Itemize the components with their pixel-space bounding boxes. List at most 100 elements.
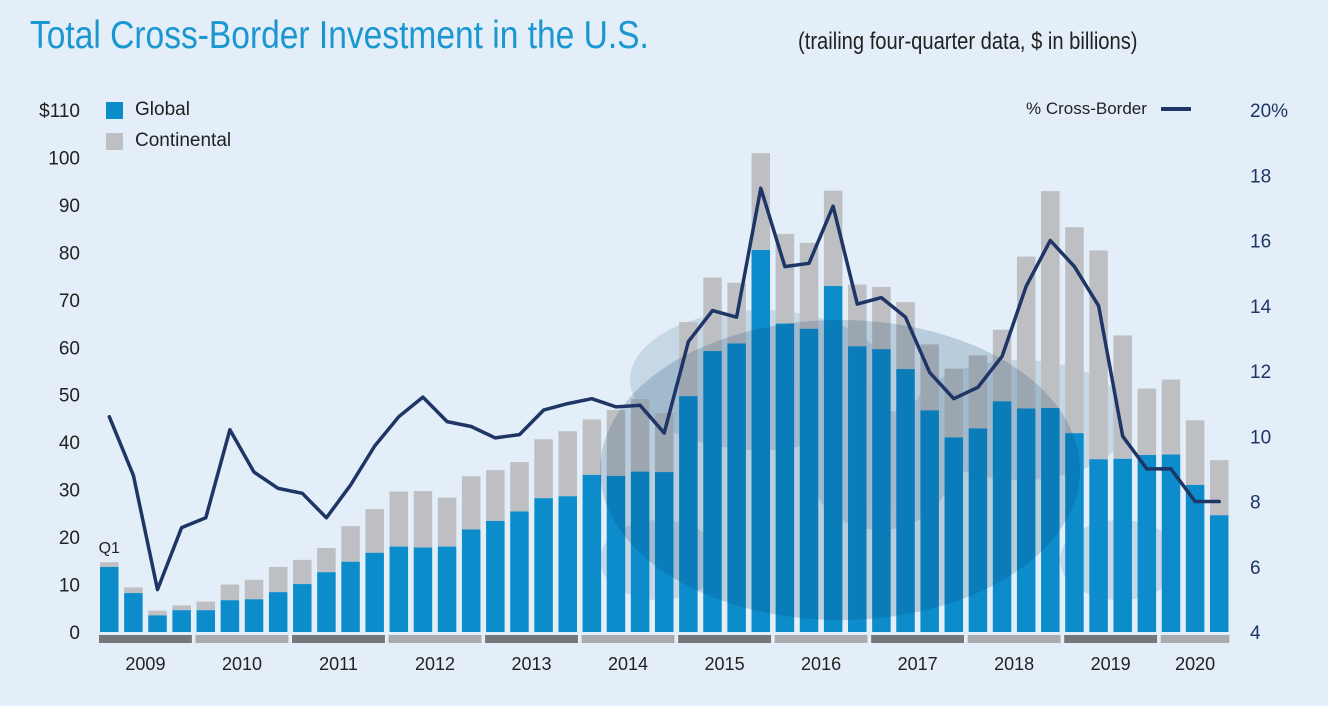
bar-continental	[413, 491, 433, 548]
legend-cross-border-line	[1160, 107, 1191, 111]
bar-global	[630, 471, 650, 632]
bar-global	[582, 474, 602, 632]
year-label: 2010	[222, 654, 262, 674]
bar-global	[727, 343, 746, 632]
year-label: 2019	[1091, 654, 1131, 674]
bar-continental	[751, 153, 771, 250]
bar-global	[1185, 484, 1205, 632]
bar-global	[944, 437, 964, 632]
cross-border-line	[107, 186, 1221, 592]
bar-global	[558, 496, 577, 632]
bar-global	[799, 328, 819, 632]
chart-title: Total Cross-Border Investment in the U.S…	[30, 14, 649, 57]
bar-global	[244, 599, 264, 632]
first-quarter-label: Q1	[99, 540, 120, 557]
bar-global	[703, 351, 722, 632]
bar-global	[896, 369, 915, 632]
left-axis-tick-label: 100	[48, 148, 80, 169]
bar-continental	[896, 302, 915, 370]
right-axis-tick-label: 16	[1250, 232, 1271, 253]
year-band	[195, 635, 289, 643]
bar-continental	[244, 579, 264, 600]
bar-continental	[389, 491, 409, 547]
bar-global	[196, 610, 216, 632]
bar-global	[365, 552, 384, 632]
map-overlay-shape	[600, 320, 1080, 620]
bar-global	[124, 593, 143, 632]
bar-continental	[437, 497, 457, 547]
bar-global	[1041, 408, 1060, 632]
year-band	[1160, 635, 1230, 643]
year-label: 2016	[801, 654, 841, 674]
bars-map-overlay	[600, 320, 1080, 620]
bar-continental	[268, 566, 288, 593]
right-axis-tick-label: 6	[1250, 558, 1261, 579]
bar-continental	[1185, 420, 1205, 485]
year-label: 2011	[319, 654, 358, 674]
bar-global	[172, 610, 191, 632]
year-band	[99, 635, 192, 643]
bar-global	[606, 475, 626, 632]
legend-cross-border-label: % Cross-Border	[1026, 99, 1147, 118]
year-label: 2013	[512, 654, 552, 674]
bar-continental	[365, 509, 384, 553]
right-axis-tick-label: 18	[1250, 166, 1271, 187]
bar-global	[1113, 458, 1132, 632]
bar-global	[100, 566, 119, 632]
bar-global	[534, 498, 553, 632]
year-band	[388, 635, 482, 643]
bar-global	[341, 561, 360, 632]
bar-global	[872, 349, 891, 632]
left-axis-tick-label: 90	[59, 196, 80, 217]
bar-global	[510, 511, 529, 632]
bar-continental	[341, 526, 360, 562]
bar-continental	[1209, 460, 1229, 516]
bar-continental	[486, 470, 505, 521]
bar-global	[1209, 515, 1229, 632]
bar-global	[148, 615, 167, 632]
right-axis-tick-label: 4	[1250, 623, 1261, 644]
right-axis-tick-label: 12	[1250, 362, 1271, 383]
bar-continental	[944, 368, 964, 438]
bar-continental	[293, 559, 312, 585]
bar-continental	[558, 431, 577, 497]
year-band	[967, 635, 1061, 643]
bar-global	[1161, 454, 1181, 632]
year-label: 2009	[125, 654, 165, 674]
bar-continental	[1137, 388, 1157, 455]
bar-global	[654, 472, 674, 632]
year-band	[485, 635, 578, 643]
bar-continental	[582, 419, 602, 475]
bar-continental	[1089, 250, 1108, 460]
year-label: 2012	[415, 654, 455, 674]
left-axis-tick-label: 20	[59, 528, 80, 549]
right-axis-tick-label: 14	[1250, 297, 1272, 318]
left-axis-tick-label: 80	[59, 243, 80, 264]
bar-continental	[799, 242, 819, 329]
bar-continental	[196, 601, 216, 611]
bar-continental	[100, 562, 119, 567]
bar-global	[461, 529, 481, 632]
legend-continental-swatch	[106, 132, 123, 150]
bar-global	[1089, 459, 1108, 632]
bar-continental	[968, 355, 988, 429]
bar-continental	[461, 476, 481, 530]
bar-continental	[220, 584, 240, 601]
bar-global	[679, 396, 698, 632]
bar-global	[1137, 454, 1157, 632]
chart-subtitle: (trailing four-quarter data, $ in billio…	[798, 28, 1138, 55]
bar-global	[389, 546, 409, 632]
bar-continental	[630, 398, 650, 472]
year-band	[774, 635, 868, 643]
bar-global	[486, 520, 505, 632]
left-axis-tick-label: 0	[69, 623, 80, 644]
bar-continental	[510, 462, 529, 512]
left-axis-tick-label: 70	[59, 291, 80, 312]
year-band	[581, 635, 675, 643]
bar-global	[775, 323, 795, 632]
bar-continental	[679, 322, 698, 397]
year-label: 2015	[705, 654, 745, 674]
bar-global	[293, 584, 312, 632]
legend-continental: Continental	[106, 130, 231, 152]
